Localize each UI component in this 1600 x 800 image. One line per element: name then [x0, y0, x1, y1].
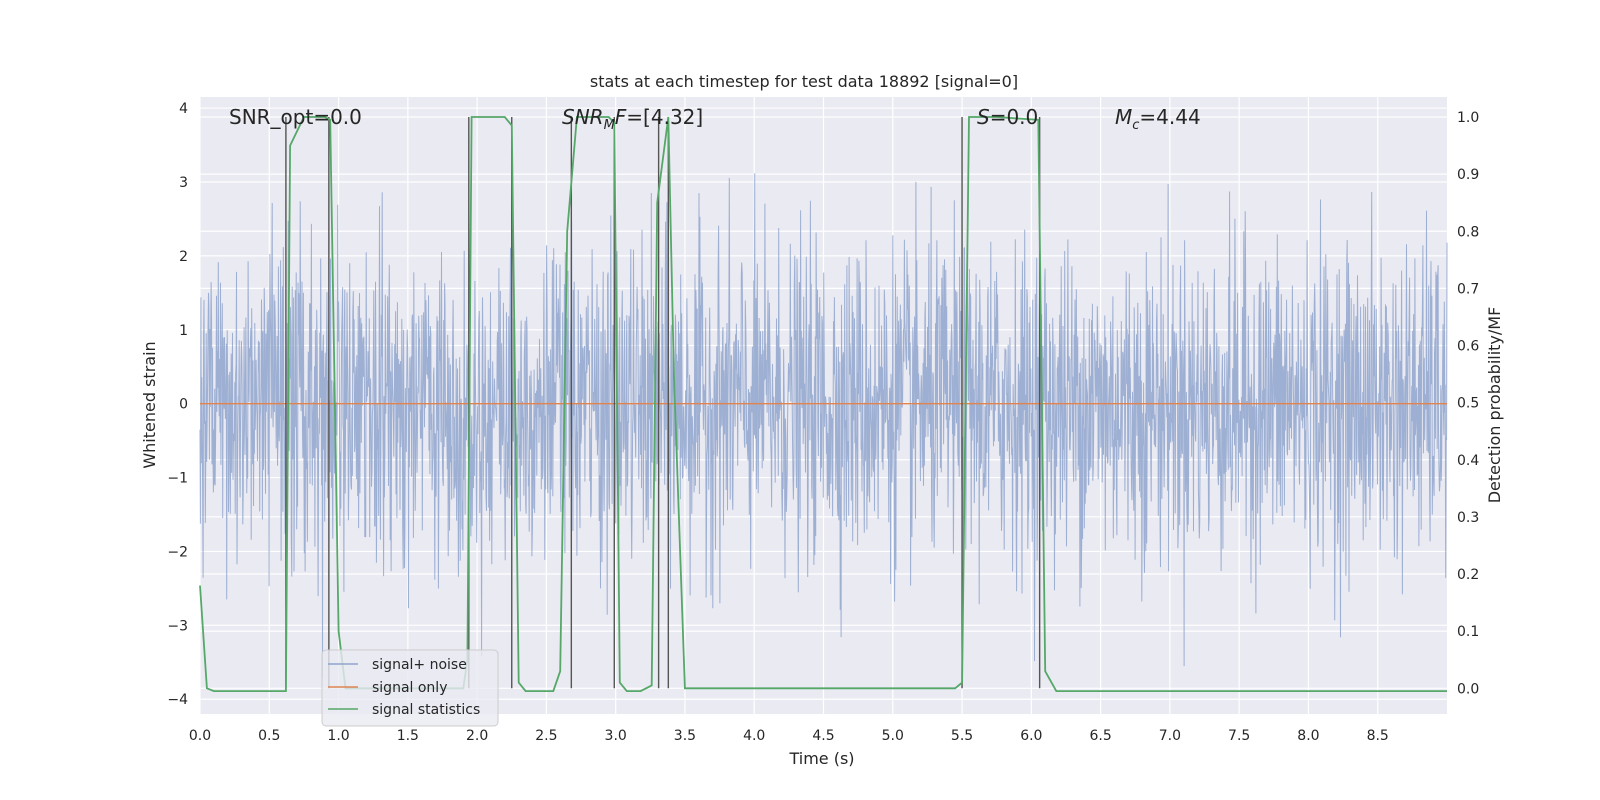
legend-label-signal-only: signal only — [372, 680, 447, 696]
y-tick-label: 0 — [179, 397, 188, 413]
x-tick-label: 4.0 — [743, 728, 765, 744]
signal-statistics-line — [199, 116, 1447, 692]
x-tick-label: 4.5 — [812, 728, 834, 744]
legend-label-signal-statistics: signal statistics — [372, 702, 480, 718]
y-right-tick-label: 0.8 — [1457, 224, 1479, 240]
y-right-tick-label: 0.4 — [1457, 453, 1479, 469]
x-tick-label: 2.0 — [466, 728, 488, 744]
y-right-tick-label: 0.9 — [1457, 167, 1479, 183]
signal-statistics-series — [199, 116, 1447, 692]
noise-series — [199, 173, 1448, 679]
y-tick-label: −2 — [167, 544, 188, 560]
annotation-snr-opt: SNR_opt=0.0 — [229, 105, 362, 129]
y-right-tick-label: 0.2 — [1457, 567, 1479, 583]
x-tick-label: 3.0 — [605, 728, 627, 744]
y-right-tick-label: 0.3 — [1457, 510, 1479, 526]
x-tick-label: 7.5 — [1228, 728, 1250, 744]
y-right-tick-label: 0.6 — [1457, 339, 1479, 355]
x-tick-label: 1.0 — [327, 728, 349, 744]
x-tick-label: 2.5 — [535, 728, 557, 744]
y-tick-label: 1 — [179, 323, 188, 339]
x-tick-labels: 0.0 0.5 1.0 1.5 2.0 2.5 3.0 3.5 4.0 4.5 5.0 5.5 6.0 6… — [189, 728, 1389, 744]
y-tick-label: 2 — [179, 249, 188, 265]
x-tick-label: 5.0 — [882, 728, 904, 744]
x-tick-label: 5.5 — [951, 728, 973, 744]
annotation-s: S=0.0 — [977, 105, 1038, 129]
y-right-tick-label: 1.0 — [1457, 110, 1479, 126]
x-tick-label: 6.5 — [1089, 728, 1111, 744]
y-right-tick-label: 0.1 — [1457, 624, 1479, 640]
y-tick-label: −1 — [167, 471, 188, 487]
y-right-tick-label: 0.0 — [1457, 681, 1479, 697]
x-tick-label: 8.5 — [1367, 728, 1389, 744]
x-tick-label: 7.0 — [1159, 728, 1181, 744]
x-tick-label: 6.0 — [1020, 728, 1042, 744]
y-right-tick-labels: 1.0 0.9 0.8 0.7 0.6 0.5 0.4 0.3 0.2 0.1 0.0 — [1457, 110, 1479, 697]
x-tick-label: 0.0 — [189, 728, 211, 744]
annotation-mc: Mc=4.44 — [1115, 105, 1201, 133]
y-right-tick-label: 0.7 — [1457, 281, 1479, 297]
noise-trace — [199, 173, 1448, 679]
annotation-snr-mf: SNRMF=[4.32] — [562, 105, 703, 133]
x-tick-label: 1.5 — [397, 728, 419, 744]
y-tick-label: 4 — [179, 101, 188, 117]
y-tick-labels: 4 3 2 1 0 −1 −2 −3 −4 — [167, 101, 188, 708]
x-axis-label: Time (s) — [788, 749, 854, 768]
y-right-tick-label: 0.5 — [1457, 396, 1479, 412]
y-right-axis-label: Detection probability/MF — [1485, 307, 1504, 504]
y-tick-label: −3 — [167, 618, 188, 634]
x-tick-label: 0.5 — [258, 728, 280, 744]
x-tick-label: 3.5 — [674, 728, 696, 744]
legend-label-noise: signal+ noise — [372, 657, 467, 673]
chart-title: stats at each timestep for test data 188… — [590, 72, 1018, 91]
x-tick-label: 8.0 — [1297, 728, 1319, 744]
y-tick-label: 3 — [179, 175, 188, 191]
y-tick-label: −4 — [167, 692, 188, 708]
annotations: SNR_opt=0.0 SNRMF=[4.32] S=0.0 Mc=4.44 — [229, 105, 1201, 133]
legend: signal+ noise signal only signal statist… — [321, 649, 499, 727]
y-axis-label: Whitened strain — [140, 341, 159, 468]
